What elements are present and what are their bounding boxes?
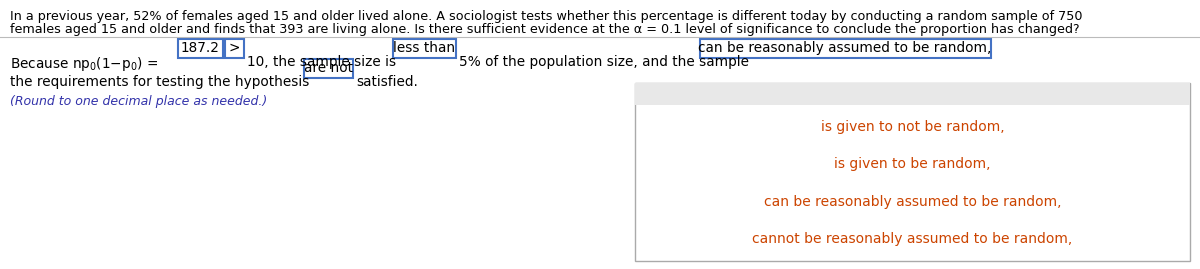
Text: satisfied.: satisfied. xyxy=(356,75,418,89)
Text: is given to be random,: is given to be random, xyxy=(834,157,991,171)
Text: (Round to one decimal place as needed.): (Round to one decimal place as needed.) xyxy=(10,95,268,108)
FancyBboxPatch shape xyxy=(700,38,990,58)
Text: is given to not be random,: is given to not be random, xyxy=(821,120,1004,134)
FancyBboxPatch shape xyxy=(635,83,1190,261)
FancyBboxPatch shape xyxy=(224,38,244,58)
Text: Because np$_0$(1$-$p$_0$) =: Because np$_0$(1$-$p$_0$) = xyxy=(10,55,158,73)
Text: In a previous year, 52% of females aged 15 and older lived alone. A sociologist : In a previous year, 52% of females aged … xyxy=(10,10,1082,23)
Text: >: > xyxy=(228,41,240,55)
FancyBboxPatch shape xyxy=(178,38,222,58)
Text: less than: less than xyxy=(392,41,455,55)
FancyBboxPatch shape xyxy=(392,38,456,58)
Text: 5% of the population size, and the sample: 5% of the population size, and the sampl… xyxy=(458,55,749,69)
Text: 10, the sample size is: 10, the sample size is xyxy=(247,55,396,69)
Text: can be reasonably assumed to be random,: can be reasonably assumed to be random, xyxy=(698,41,991,55)
Text: cannot be reasonably assumed to be random,: cannot be reasonably assumed to be rando… xyxy=(752,232,1073,246)
FancyBboxPatch shape xyxy=(635,83,1190,105)
Text: are not: are not xyxy=(304,61,353,75)
Text: 187.2: 187.2 xyxy=(180,41,220,55)
Text: females aged 15 and older and finds that 393 are living alone. Is there sufficie: females aged 15 and older and finds that… xyxy=(10,23,1080,36)
FancyBboxPatch shape xyxy=(304,58,353,77)
Text: the requirements for testing the hypothesis: the requirements for testing the hypothe… xyxy=(10,75,310,89)
Text: can be reasonably assumed to be random,: can be reasonably assumed to be random, xyxy=(763,195,1061,209)
